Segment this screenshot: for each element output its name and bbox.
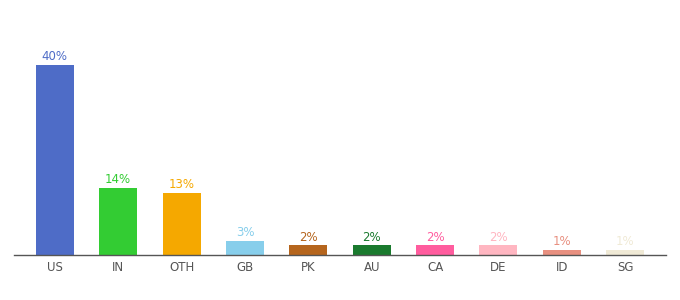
- Bar: [479, 245, 517, 255]
- Text: 2%: 2%: [489, 231, 508, 244]
- Text: 40%: 40%: [41, 50, 68, 63]
- Bar: [416, 245, 454, 255]
- Text: 2%: 2%: [299, 231, 318, 244]
- Bar: [36, 64, 74, 255]
- Bar: [163, 193, 201, 255]
- Bar: [353, 245, 391, 255]
- Bar: [543, 250, 581, 255]
- Text: 2%: 2%: [362, 231, 381, 244]
- Text: 2%: 2%: [426, 231, 445, 244]
- Bar: [226, 241, 264, 255]
- Text: 1%: 1%: [616, 235, 634, 248]
- Text: 14%: 14%: [105, 173, 131, 186]
- Bar: [99, 188, 137, 255]
- Bar: [289, 245, 327, 255]
- Bar: [606, 250, 644, 255]
- Text: 13%: 13%: [169, 178, 194, 191]
- Text: 1%: 1%: [553, 235, 571, 248]
- Text: 3%: 3%: [236, 226, 254, 239]
